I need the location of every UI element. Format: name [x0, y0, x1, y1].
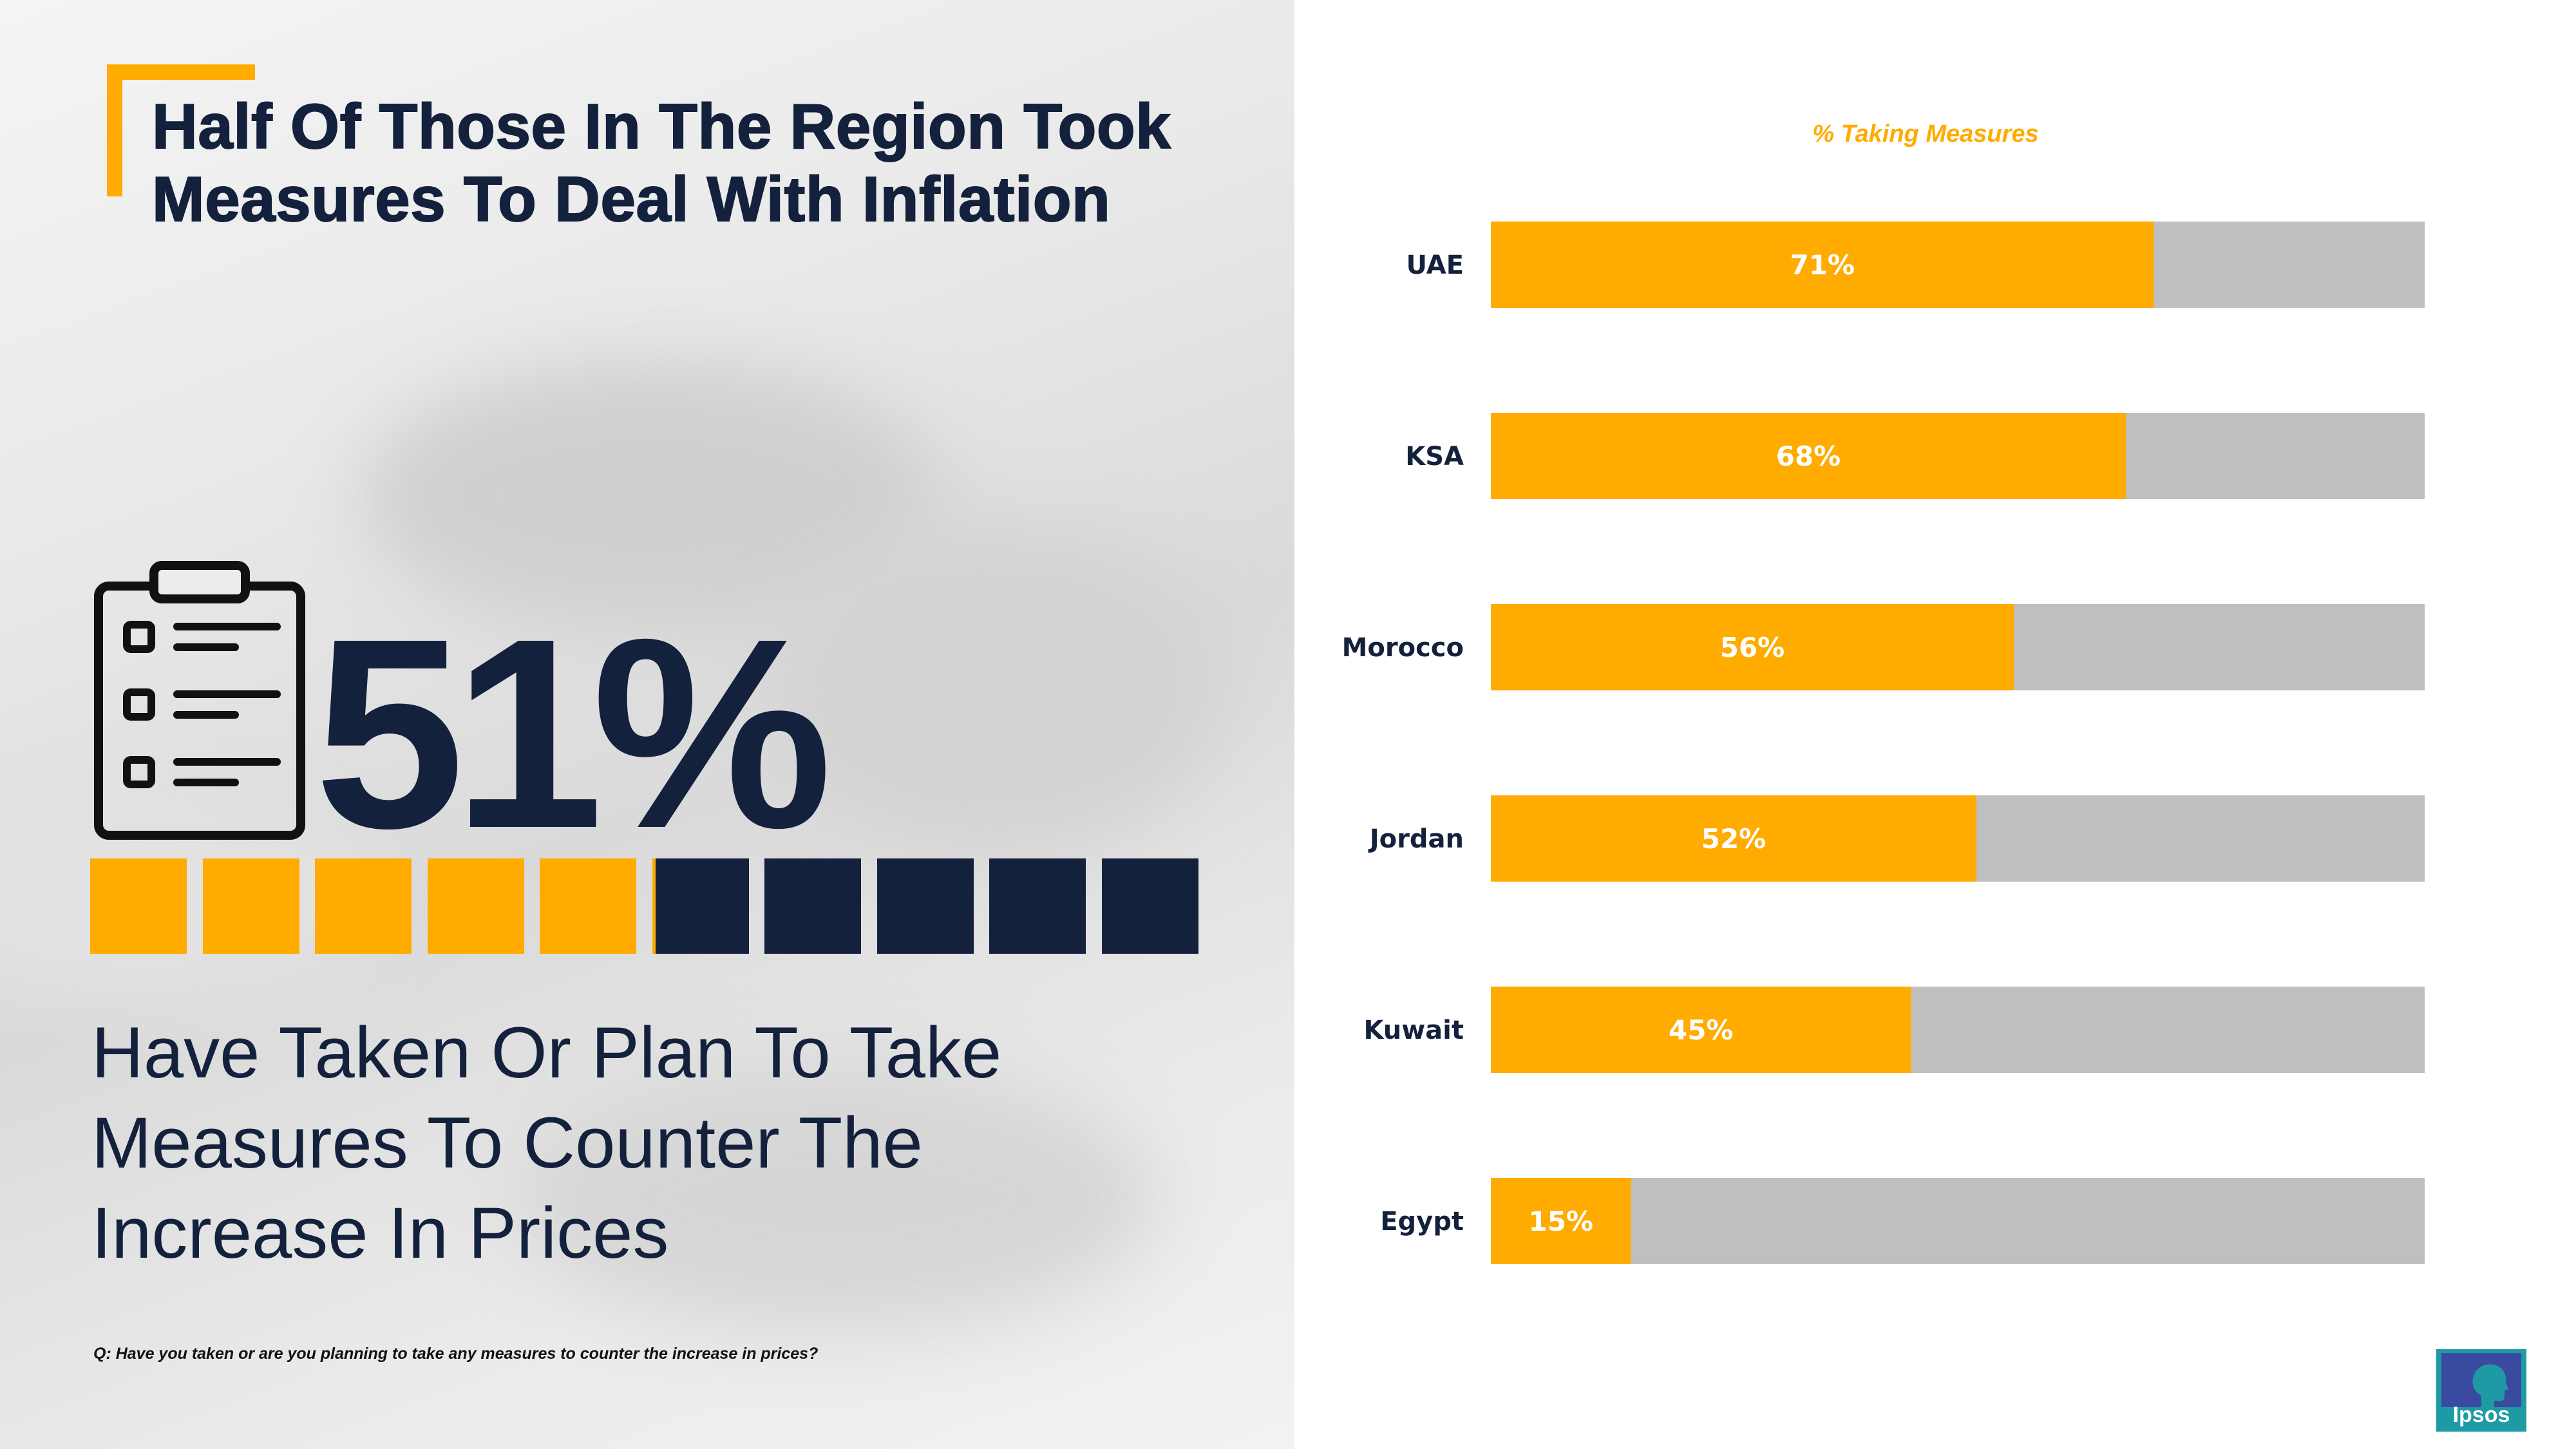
headline-stat-value: 51%	[314, 583, 833, 885]
survey-question: Q: Have you taken or are you planning to…	[93, 1345, 819, 1363]
stat-progress-blocks	[90, 858, 1204, 954]
stat-block	[202, 858, 299, 954]
logo-head-icon	[2472, 1364, 2508, 1408]
bar	[1491, 987, 1911, 1073]
bar-group: 68% KSA	[1405, 413, 2425, 499]
clipboard-checklist-icon	[94, 561, 305, 840]
bar	[1491, 222, 2154, 308]
bar	[1491, 604, 2014, 690]
left-panel: Half Of Those In The Region Took Measure…	[0, 0, 1294, 1449]
bar	[1491, 413, 2126, 499]
category-label: Egypt	[1380, 1207, 1464, 1236]
category-label: KSA	[1405, 442, 1464, 471]
bar-remainder	[1491, 1178, 2425, 1264]
stat-block	[540, 858, 636, 954]
stat-block	[764, 858, 861, 954]
title-line-1: Half Of Those In The Region Took	[151, 90, 1171, 162]
category-label: Morocco	[1342, 633, 1464, 663]
bar	[1491, 1178, 1631, 1264]
stat-block	[652, 858, 749, 954]
data-label: 71%	[1790, 249, 1855, 281]
logo-text: Ipsos	[2452, 1403, 2510, 1427]
category-label: Kuwait	[1363, 1016, 1464, 1045]
bar-group: 56% Morocco	[1342, 604, 2425, 690]
data-label: 68%	[1776, 440, 1841, 472]
bar-group: 52% Jordan	[1368, 795, 2425, 882]
stat-description-line-1: Have Taken Or Plan To Take	[91, 1012, 1002, 1093]
data-label: 45%	[1669, 1014, 1734, 1046]
page-title: Half Of Those In The Region Took Measure…	[151, 90, 1285, 236]
logo-background	[2441, 1353, 2521, 1408]
chart-title: % Taking Measures	[1294, 120, 2576, 148]
title-accent-bracket	[107, 64, 255, 196]
stat-block	[1101, 858, 1198, 954]
stat-description: Have Taken Or Plan To Take Measures To C…	[91, 1008, 1251, 1278]
stat-block	[427, 858, 524, 954]
stat-block	[989, 858, 1086, 954]
ipsos-logo: Ipsos	[2436, 1349, 2526, 1432]
chart-title-text: % Taking Measures	[1812, 120, 2039, 147]
stat-block	[876, 858, 974, 954]
stat-description-line-3: Increase In Prices	[91, 1193, 669, 1273]
title-line-2: Measures To Deal With Inflation	[151, 163, 1111, 235]
background-photo-blur	[515, 1063, 1159, 1333]
bar-group: 15% Egypt	[1380, 1178, 2425, 1264]
bar	[1491, 795, 1976, 882]
category-label: UAE	[1406, 251, 1464, 280]
background-photo-blur	[773, 528, 1224, 850]
bar-group: 45% Kuwait	[1363, 987, 2425, 1073]
stat-block	[90, 858, 187, 954]
bar-chart: 71% UAE 68% KSA 56% Morocco 52% Jordan 45% Kuwait…	[1342, 222, 2425, 1264]
stat-block	[315, 858, 412, 954]
data-label: 15%	[1528, 1206, 1593, 1237]
data-label: 56%	[1720, 632, 1785, 663]
bar-group: 71% UAE	[1406, 222, 2425, 308]
category-label: Jordan	[1368, 824, 1464, 854]
stat-description-line-2: Measures To Counter The	[91, 1103, 923, 1183]
data-label: 52%	[1701, 823, 1766, 855]
